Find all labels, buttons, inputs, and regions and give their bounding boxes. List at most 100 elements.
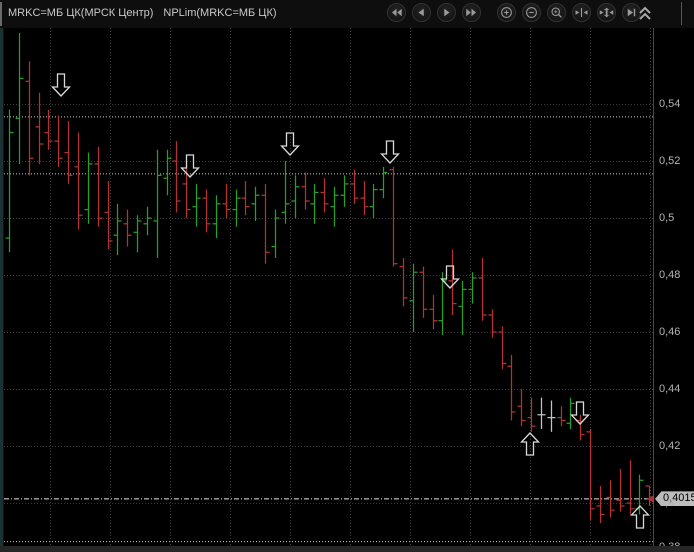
- ohlc-bar: [310, 183, 319, 224]
- ohlc-bar: [35, 92, 44, 164]
- window-left-border-shadow: [3, 28, 4, 552]
- chart-title: MRKC=МБ ЦК(МРСК Центр) NPLim(MRKC=МБ ЦК): [8, 7, 287, 19]
- price-axis[interactable]: 0,4015 0,540,520,50,480,460,440,420,40,3…: [647, 28, 694, 552]
- trade-marker-up-arrow: [519, 432, 541, 456]
- ohlc-bar: [350, 169, 359, 204]
- ohlc-bar: [576, 414, 585, 441]
- ohlc-bar: [379, 166, 388, 199]
- bars-layer: [5, 32, 654, 524]
- ohlc-bar: [596, 486, 605, 524]
- header-separator: [681, 2, 682, 25]
- ohlc-bar: [478, 257, 487, 321]
- ohlc-bar: [320, 178, 329, 213]
- ohlc-bar: [458, 280, 467, 335]
- trade-marker-down-arrow: [439, 265, 461, 289]
- ohlc-bar: [5, 109, 14, 253]
- ohlc-bar: [291, 175, 300, 219]
- ohlc-bar: [419, 266, 428, 318]
- ohlc-bar: [64, 121, 73, 184]
- window-bottom-border: [0, 546, 694, 552]
- collapse-panel-button[interactable]: [637, 4, 653, 22]
- ohlc-bar: [429, 295, 438, 330]
- ohlc-bar: [113, 203, 122, 256]
- ohlc-bar: [606, 480, 615, 518]
- ohlc-bar: [271, 209, 280, 258]
- trade-marker-down-arrow: [569, 401, 591, 425]
- markers-layer: [50, 73, 651, 529]
- scroll-right-icon: [444, 8, 450, 17]
- window-left-border: [0, 28, 3, 552]
- ohlc-bar: [251, 186, 260, 221]
- ohlc-bar: [261, 183, 270, 264]
- ohlc-bar: [202, 189, 211, 233]
- ohlc-bar: [340, 175, 349, 207]
- ohlc-bar: [557, 406, 566, 427]
- chart-header: MRKC=МБ ЦК(МРСК Центр) NPLim(MRKC=МБ ЦК): [0, 0, 694, 28]
- ohlc-bar: [182, 163, 191, 219]
- axis-tick-label: 0,54: [659, 97, 681, 110]
- scroll-left-fast-button[interactable]: [387, 3, 406, 22]
- window-edge-highlight: [0, 2, 2, 26]
- scroll-right-button[interactable]: [437, 3, 456, 22]
- scroll-left-fast-icon: [392, 8, 402, 17]
- last-price-tag: 0,4015: [655, 491, 694, 507]
- compress-scale-icon: [575, 8, 588, 17]
- ohlc-bar: [537, 397, 546, 430]
- trade-marker-down-arrow: [50, 73, 72, 97]
- scroll-left-button[interactable]: [412, 3, 431, 22]
- ohlc-bar: [153, 149, 162, 258]
- compress-scale-button[interactable]: [572, 3, 591, 22]
- ohlc-bar: [409, 263, 418, 333]
- ohlc-bar: [626, 460, 635, 515]
- axis-tick-label: 0,42: [659, 439, 681, 452]
- go-to-end-icon: [627, 8, 636, 17]
- zoom-out-button[interactable]: [522, 3, 541, 22]
- scroll-right-fast-button[interactable]: [462, 3, 481, 22]
- ohlc-bar: [232, 189, 241, 227]
- double-chevron-up-icon: [639, 6, 651, 20]
- indicator-title: NPLim(MRKC=МБ ЦК): [163, 7, 277, 19]
- axis-tick-label: 0,5: [659, 211, 675, 224]
- ohlc-bar: [25, 61, 34, 176]
- ohlc-bar: [616, 468, 625, 512]
- axis-tick-label: 0,44: [659, 382, 681, 395]
- axis-tick-label: 0,52: [659, 154, 681, 167]
- ohlc-bar: [15, 32, 24, 164]
- last-price-pointer: [647, 494, 654, 503]
- instrument-title: MRKC=МБ ЦК(МРСК Центр): [8, 7, 154, 19]
- axis-tick-label: 0,46: [659, 325, 681, 338]
- last-price-value: 0,4015: [663, 492, 694, 505]
- ohlc-bar: [586, 429, 595, 521]
- ohlc-bar: [54, 115, 63, 167]
- ohlc-bar: [163, 149, 172, 196]
- trade-marker-down-arrow: [179, 154, 201, 178]
- axis-tick-label: 0,4: [659, 496, 675, 509]
- ohlc-bar: [369, 183, 378, 219]
- trade-marker-down-arrow: [279, 132, 301, 156]
- trade-marker-down-arrow: [379, 140, 401, 164]
- ohlc-bar: [507, 354, 516, 421]
- scroll-right-fast-icon: [466, 8, 476, 17]
- ohlc-bar: [143, 206, 152, 236]
- magnifier-icon: [551, 7, 562, 18]
- ohlc-bar: [74, 132, 83, 230]
- ohlc-bar: [241, 181, 250, 216]
- zoom-in-icon: [501, 7, 512, 18]
- ohlc-bar: [517, 389, 526, 427]
- trade-marker-up-arrow: [629, 505, 651, 529]
- bar-width-button[interactable]: [597, 3, 616, 22]
- ohlc-bar: [192, 183, 201, 227]
- zoom-in-button[interactable]: [497, 3, 516, 22]
- ohlc-bar: [222, 183, 231, 219]
- ohlc-bar: [360, 181, 369, 216]
- ohlc-bar: [527, 397, 536, 432]
- ohlc-bar: [399, 257, 408, 307]
- ohlc-bar: [330, 186, 339, 227]
- bar-width-icon: [599, 8, 614, 17]
- zoom-select-button[interactable]: [547, 3, 566, 22]
- ohlc-bar: [44, 109, 53, 150]
- ohlc-bar: [547, 400, 556, 432]
- ohlc-bar: [498, 326, 507, 370]
